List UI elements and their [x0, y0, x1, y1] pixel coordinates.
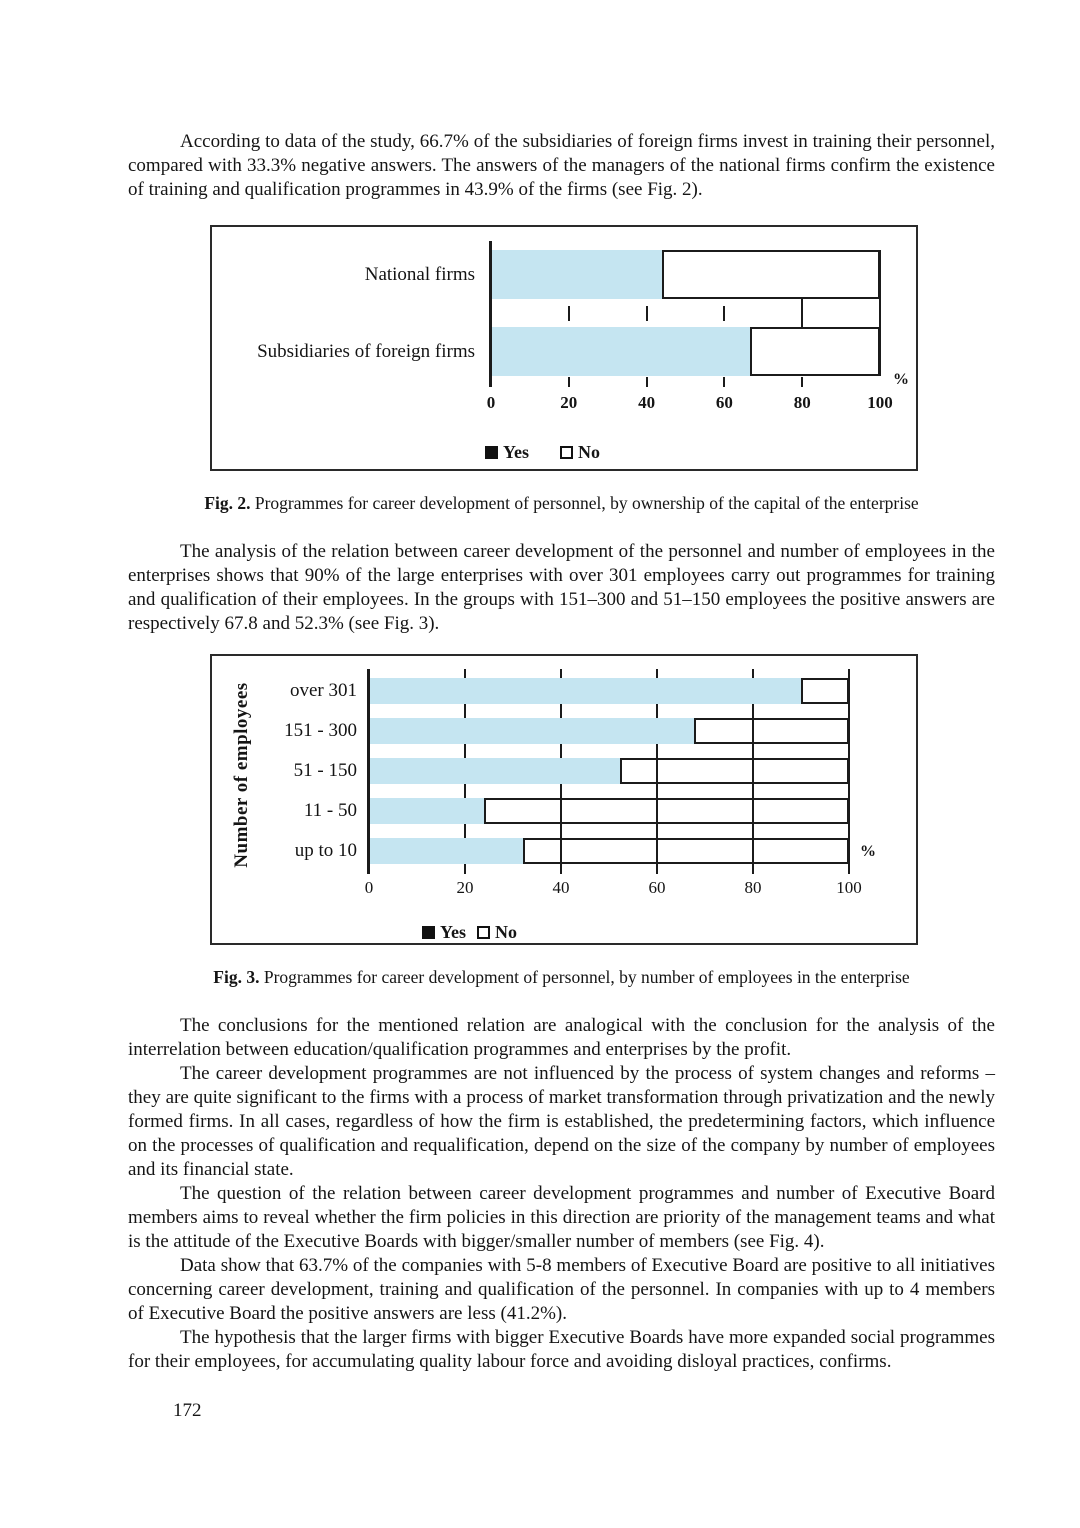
bar-yes-segment [491, 250, 662, 299]
x-tick-label: 0 [364, 878, 374, 897]
legend-label: Yes [440, 922, 466, 942]
legend-swatch-no-icon [560, 446, 573, 459]
axis-unit-label: % [893, 371, 909, 388]
category-label: National firms [364, 264, 475, 285]
page-number: 172 [173, 1400, 202, 1421]
paragraph-hypothesis: The hypothesis that the larger firms wit… [128, 1327, 995, 1372]
bar-yes-segment [491, 327, 751, 376]
legend-swatch-yes-icon [485, 446, 498, 459]
paragraph-intro: According to data of the study, 66.7% of… [128, 131, 995, 200]
y-axis-title: Number of employees [231, 682, 252, 868]
x-tick-label: 60 [715, 393, 733, 412]
x-tick-label: 40 [552, 878, 570, 897]
legend-swatch-yes-icon [422, 926, 435, 939]
bar-no-segment [750, 327, 880, 376]
bar-yes-segment [369, 718, 695, 744]
x-tick-label: 40 [638, 393, 656, 412]
bar-no-segment [620, 758, 849, 784]
bar-no-segment [801, 678, 849, 704]
x-tick-label: 0 [486, 393, 496, 412]
category-label: Subsidiaries of foreign firms [257, 341, 475, 362]
x-tick-label: 100 [836, 878, 862, 897]
category-label: up to 10 [294, 840, 357, 861]
figure-2-caption-label: Fig. 2. [204, 493, 251, 513]
bar-no-segment [484, 798, 849, 824]
tick-mark [801, 299, 804, 327]
x-tick-label: 20 [456, 878, 474, 897]
tick-mark [645, 306, 648, 321]
gridline [752, 669, 754, 874]
figure-2-caption: Fig. 2. Programmes for career developmen… [128, 492, 995, 514]
figure-3-caption-label: Fig. 3. [213, 967, 260, 987]
tick-mark [723, 306, 726, 321]
paragraph-reforms: The career development programmes are no… [128, 1063, 995, 1180]
figure-2-caption-text: Programmes for career development of per… [254, 493, 919, 513]
category-label: over 301 [289, 680, 357, 701]
x-tick-label: 100 [867, 393, 893, 412]
axis-unit-label: % [860, 843, 876, 860]
y-axis-line [489, 241, 492, 387]
x-tick-label: 80 [793, 393, 811, 412]
bar-yes-segment [369, 758, 621, 784]
legend-swatch-no-icon [477, 926, 490, 939]
paragraph-conclusions: The conclusions for the mentioned relati… [128, 1015, 995, 1060]
x-tick-label: 60 [648, 878, 666, 897]
paragraph-analysis: The analysis of the relation between car… [128, 541, 995, 634]
legend-item-no: No [477, 922, 517, 943]
x-tick-label: 80 [744, 878, 762, 897]
axis-tick [723, 377, 726, 387]
bar-no-segment [694, 718, 849, 744]
category-label: 11 - 50 [303, 800, 357, 821]
legend-item-no: No [560, 442, 600, 463]
legend-label: No [578, 442, 600, 462]
paragraph-exec-board-data: Data show that 63.7% of the companies wi… [128, 1255, 995, 1324]
category-label: 51 - 150 [293, 760, 357, 781]
bar-no-segment [661, 250, 880, 299]
tick-mark [879, 250, 881, 376]
bar-no-segment [522, 838, 849, 864]
legend-item-yes: Yes [485, 442, 529, 463]
category-label: 151 - 300 [284, 720, 357, 741]
bar-yes-segment [369, 678, 801, 704]
figure-3-chart: over 301 151 - 300 51 - 150 11 - 50 up to 10… [210, 654, 918, 945]
tick-mark [567, 306, 570, 321]
legend-item-yes: Yes [422, 922, 466, 943]
paragraph-exec-board-question: The question of the relation between car… [128, 1183, 995, 1252]
figure-3-caption-text: Programmes for career development of per… [263, 967, 910, 987]
figure-3-caption: Fig. 3. Programmes for career developmen… [128, 966, 995, 988]
gridline [656, 669, 658, 874]
axis-tick [645, 377, 648, 387]
x-tick-label: 20 [560, 393, 578, 412]
bar-yes-segment [369, 838, 523, 864]
axis-tick [567, 377, 570, 387]
gridline [848, 669, 850, 874]
legend-label: No [495, 922, 517, 942]
axis-tick [801, 377, 804, 387]
y-axis-line [367, 669, 370, 874]
legend-label: Yes [503, 442, 529, 462]
bar-yes-segment [369, 798, 485, 824]
figure-2-chart: National firms Subsidiaries of foreign fi… [210, 225, 918, 471]
